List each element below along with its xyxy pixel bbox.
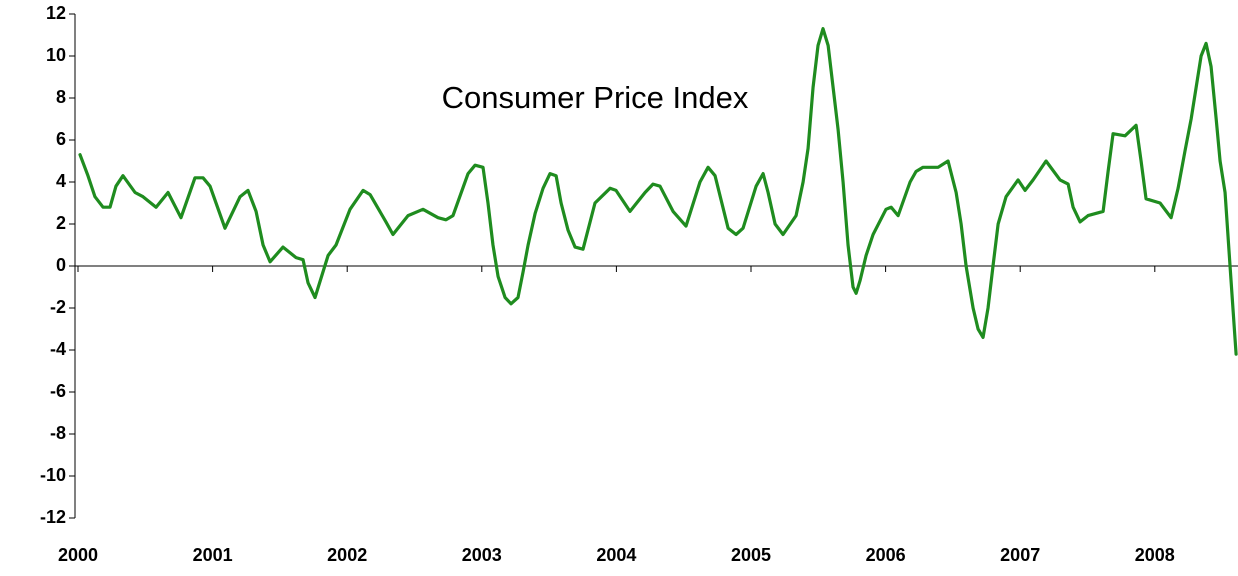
x-tick-label: 2008: [1135, 545, 1175, 565]
y-tick-label: 2: [56, 213, 66, 233]
y-tick-label: 12: [46, 3, 66, 23]
x-tick-label: 2007: [1000, 545, 1040, 565]
y-tick-label: -6: [50, 381, 66, 401]
x-tick-label: 2001: [193, 545, 233, 565]
y-tick-label: -8: [50, 423, 66, 443]
y-tick-label: -2: [50, 297, 66, 317]
x-tick-label: 2005: [731, 545, 771, 565]
data-line: [78, 27, 1238, 356]
y-tick-label: 4: [56, 171, 66, 191]
x-tick-label: 2002: [327, 545, 367, 565]
y-tick-label: 10: [46, 45, 66, 65]
y-tick-label: 8: [56, 87, 66, 107]
x-tick-label: 2003: [462, 545, 502, 565]
y-tick-label: 0: [56, 255, 66, 275]
x-tick-label: 2000: [58, 545, 98, 565]
chart-title: Consumer Price Index: [442, 80, 749, 115]
y-tick-label: -12: [40, 507, 66, 527]
x-tick-label: 2004: [596, 545, 636, 565]
y-tick-label: -10: [40, 465, 66, 485]
y-tick-label: 6: [56, 129, 66, 149]
y-tick-label: -4: [50, 339, 66, 359]
x-tick-label: 2006: [866, 545, 906, 565]
